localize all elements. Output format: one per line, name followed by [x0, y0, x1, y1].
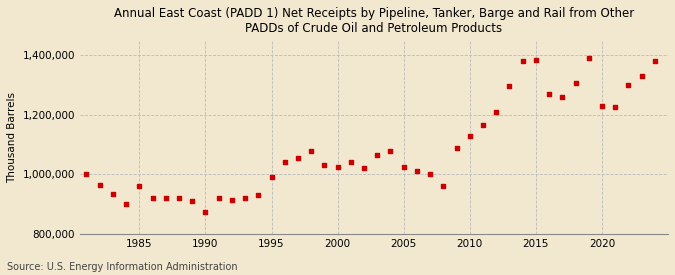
Point: [121, 202, 132, 206]
Point: [517, 59, 528, 63]
Point: [134, 184, 144, 188]
Point: [478, 123, 489, 127]
Point: [187, 199, 198, 204]
Point: [358, 166, 369, 170]
Point: [279, 160, 290, 165]
Point: [583, 56, 594, 60]
Text: Source: U.S. Energy Information Administration: Source: U.S. Energy Information Administ…: [7, 262, 238, 272]
Point: [531, 57, 541, 62]
Point: [95, 183, 105, 187]
Point: [319, 163, 330, 168]
Point: [464, 133, 475, 138]
Point: [107, 191, 118, 196]
Point: [346, 160, 356, 165]
Point: [173, 196, 184, 200]
Point: [292, 156, 303, 160]
Point: [81, 172, 92, 177]
Point: [266, 175, 277, 180]
Point: [213, 196, 224, 200]
Point: [610, 105, 620, 109]
Point: [412, 169, 423, 174]
Point: [543, 92, 554, 96]
Point: [649, 59, 660, 63]
Point: [227, 197, 238, 202]
Point: [425, 172, 435, 177]
Point: [438, 184, 449, 188]
Title: Annual East Coast (PADD 1) Net Receipts by Pipeline, Tanker, Barge and Rail from: Annual East Coast (PADD 1) Net Receipts …: [114, 7, 634, 35]
Point: [451, 145, 462, 150]
Point: [398, 165, 409, 169]
Y-axis label: Thousand Barrels: Thousand Barrels: [7, 92, 17, 183]
Point: [637, 74, 647, 78]
Point: [623, 83, 634, 87]
Point: [372, 153, 383, 157]
Point: [306, 148, 317, 153]
Point: [253, 193, 264, 197]
Point: [504, 84, 515, 89]
Point: [240, 196, 250, 200]
Point: [570, 81, 581, 86]
Point: [147, 196, 158, 200]
Point: [597, 104, 608, 108]
Point: [161, 196, 171, 200]
Point: [491, 109, 502, 114]
Point: [332, 165, 343, 169]
Point: [557, 95, 568, 99]
Point: [385, 148, 396, 153]
Point: [200, 209, 211, 214]
